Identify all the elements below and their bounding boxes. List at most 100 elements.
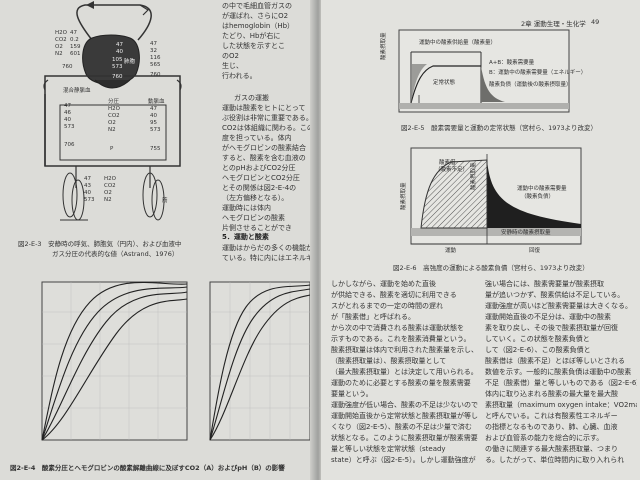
- text-line: が「酸素借」と呼ばれる。: [331, 313, 415, 321]
- table-cell: 755: [150, 146, 161, 152]
- table-cell: 573: [64, 124, 75, 130]
- left-body-text: の中で毛細血管ガスの が運ばれ、さらにO2 はhemoglobin（Hb） たど…: [222, 0, 318, 222]
- section-title: 5．運動と酸素: [222, 233, 269, 241]
- text-line: （酸素摂取量は）、酸素摂取量として: [331, 357, 447, 365]
- text-line: （左方偏移となる）。: [222, 194, 289, 202]
- gas-label: O2: [55, 44, 63, 50]
- fig-e4-curves: [41, 281, 311, 441]
- table-cell: 47: [64, 103, 71, 109]
- text-line: CO2は体組織に関わる。このため: [222, 124, 318, 132]
- fig-e3-caption-line2: ガス分圧の代表的な値（Astrand、1976）: [52, 250, 179, 258]
- text-line: 量が追いつかず、酸素供給は不足している。: [485, 291, 625, 299]
- text-line: した状態を示すとこ: [222, 42, 285, 50]
- bottom-value: 573: [84, 197, 95, 203]
- table-cell: 95: [150, 120, 157, 126]
- fig-e5-legend: B：運動中の酸素需要量（エネルギー）: [489, 70, 587, 76]
- gas-value: 47: [150, 41, 157, 47]
- table-cell: 573: [150, 127, 161, 133]
- table-cell: P: [110, 146, 114, 152]
- section-text-line: ている。特に内にはエネルギーが必要: [222, 254, 318, 262]
- fig-e6-ylabel: 酸素摂取量: [401, 182, 407, 210]
- fig-e6-baseline: 安静時の酸素摂取量: [501, 230, 551, 236]
- text-line: が供給できる、酸素を適切に利用できる: [331, 291, 457, 299]
- text-line: 運動開始直後から定常状態と酸素摂取量が等し: [331, 412, 478, 420]
- text-line: 不足（酸素借）量と等しいものである（図2-E-6）。: [485, 379, 637, 387]
- text-line: から次の中で消費される酸素は運動状態を: [331, 324, 464, 332]
- text-line: すると、酸素を含む血液の: [222, 154, 306, 162]
- text-line: とその関係は図2-E-4の: [222, 184, 297, 192]
- text-line: のO2: [222, 52, 239, 60]
- gas-total: 760: [62, 64, 73, 70]
- text-line: 運動のために必要とする酸素の量を酸素需要: [331, 379, 471, 387]
- fig-e5-legend: 運動中の酸素供給量（酸素量）: [419, 40, 497, 46]
- bottom-label: CO2: [104, 183, 116, 189]
- text-line: して（図2-E-6）、この酸素負債と: [485, 346, 591, 354]
- gas-total: 760: [150, 72, 161, 78]
- bottom-value: 43: [84, 183, 91, 189]
- text-line: の中で毛細血管ガスの: [222, 2, 292, 10]
- fig-e3-diagram: [43, 1, 182, 221]
- text-line: 酸素借は（酸素不足）とほぼ等しいとされる: [485, 357, 625, 365]
- table-cell: 706: [64, 142, 75, 148]
- section-text-line: 運動はからだの多くの機能が関わって: [222, 244, 318, 252]
- gas-label: CO2: [55, 37, 67, 43]
- left-page: 47 40 105 肺胞 573 760 H2O CO2 O2 N2 47 0.…: [0, 0, 318, 480]
- text-line: の指標となるものであり、肺、心臓、血液: [485, 423, 618, 431]
- table-cell: 47: [150, 106, 157, 112]
- text-line: 運動強度が高いほど酸素需要量は大きくなる。: [485, 302, 632, 310]
- text-line: していく。この状態を酸素負債と: [485, 335, 590, 343]
- body-column-right: 強い場合には、酸素需要量が酸素摂取 量が追いつかず、酸素供給は不足している。 運…: [485, 280, 637, 470]
- fig-e5-graph: [398, 29, 570, 113]
- text-line: 要量という。: [331, 390, 373, 398]
- fig-e6-label: （酸素負債）: [521, 194, 555, 200]
- text-line: 素を取り戻し、その後で酸素摂取量が回復: [485, 324, 618, 332]
- bottom-label: O2: [104, 190, 112, 196]
- fig-e6-caption: 図2-E-6 高強度の運動による酸素負債（宮村ら、1973より改変）: [393, 264, 589, 272]
- fig-e5-legend: 定常状態: [433, 80, 456, 86]
- text-line: （最大酸素摂取量）とは決定して用いられる。: [331, 368, 478, 376]
- fig-e6-xlabel: 運動: [445, 248, 457, 254]
- gas-value: 159: [70, 44, 81, 50]
- col-header: 混合静脈血: [63, 88, 91, 94]
- col-header: 分圧: [108, 99, 120, 105]
- table-cell: CO2: [108, 113, 120, 119]
- text-line: state）と呼ぶ（図2-E-5）。しかし運動強度が: [331, 456, 476, 464]
- fig-e6-label: 運動中の酸素需要量: [517, 186, 567, 192]
- muscle-label: 筋: [162, 198, 168, 204]
- text-line: 運動時には体内: [222, 204, 271, 212]
- text-line: 運動強度が低い場合、酸素の不足は少ないので: [331, 401, 478, 409]
- fig-e6-graph: [410, 147, 582, 245]
- text-line: 片側させることができ: [222, 224, 292, 232]
- body-column-left: しかしながら、運動を始めた直後 が供給できる、酸素を適切に利用できる スがとれる…: [331, 280, 481, 470]
- text-line: 運動開始直後の不足分は、運動中の酸素: [485, 313, 611, 321]
- fig-e6-xlabel: 回復: [529, 248, 541, 254]
- text-line: 素摂取量（maximum oxygen intake：VO2max）: [485, 401, 637, 409]
- gas-value: 565: [150, 62, 161, 68]
- gas-label: H2O: [55, 30, 67, 36]
- text-line: がヘモグロビンの酸素結合: [222, 144, 306, 152]
- fig-e5-ylabel: 酸素摂取量: [381, 32, 387, 60]
- heart-value: 105: [112, 57, 123, 63]
- text-line: しかしながら、運動を始めた直後: [331, 280, 436, 288]
- gas-value: 32: [150, 48, 157, 54]
- text-line: とのpHおよびCO2分圧: [222, 164, 296, 172]
- text-line: 度を担っている。体内: [222, 134, 292, 142]
- bottom-label: N2: [104, 197, 112, 203]
- table-cell: H2O: [108, 106, 120, 112]
- text-line: る。したがって、単位時間内に取り入れられ: [485, 456, 625, 464]
- text-line: と呼んでいる。これは有酸素性エネルギー: [485, 412, 618, 420]
- text-line: くなり（図2-E-5）、酸素の不足は少量で済む: [331, 423, 472, 431]
- text-line: の働きに関連する最大酸素摂取量、つまり: [485, 445, 618, 453]
- bottom-label: H2O: [104, 176, 116, 182]
- text-line: 数値を示す。一般的に酸素負債は運動中の酸素: [485, 368, 632, 376]
- text-line: ヘモグロビンとCO2分圧: [222, 174, 300, 182]
- heart-value: 760: [112, 74, 123, 80]
- heart-value: 573: [112, 64, 123, 70]
- text-line: 運動は酸素をヒトにとって: [222, 104, 306, 112]
- text-line: たどり、Hbが右に: [222, 32, 281, 40]
- text-line: はhemoglobin（Hb）: [222, 22, 295, 30]
- heart-label: 肺胞: [124, 59, 136, 65]
- gas-value: 47: [70, 30, 77, 36]
- fig-e5-legend: 酸素負債（運動後の酸素摂取量）: [489, 82, 572, 88]
- text-line: ガスの運搬: [234, 94, 269, 102]
